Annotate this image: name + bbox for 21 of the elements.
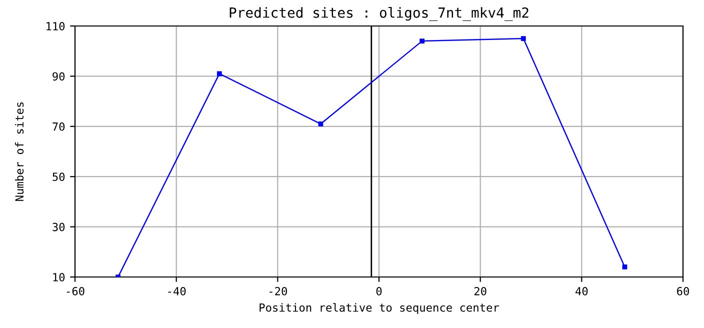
x-tick-label: -20 xyxy=(270,286,287,296)
point xyxy=(420,38,424,44)
x-axis-title: Position relative to sequence center xyxy=(260,303,499,314)
y-tick-label: 110 xyxy=(46,22,65,30)
x-tick-label: -60 xyxy=(66,286,84,296)
x-tick-label: 20 xyxy=(474,286,486,296)
x-tick-label: 0 xyxy=(376,286,382,296)
y-tick-label: 10 xyxy=(53,273,65,282)
y-tick-label: 50 xyxy=(52,172,65,182)
x-tick-label: 60 xyxy=(677,286,689,296)
point xyxy=(520,36,526,41)
x-tick-label: -40 xyxy=(168,286,186,296)
y-tick-label: 90 xyxy=(52,72,65,81)
y-tick-label: 30 xyxy=(52,222,65,232)
y-axis-title: Number of sites xyxy=(15,102,24,201)
x-tick-label: 40 xyxy=(576,286,588,296)
chart-title: Predicted sites : oligos_7nt_mkv4_m2 xyxy=(230,7,528,21)
y-tick-label: 70 xyxy=(52,122,65,131)
point xyxy=(318,121,324,126)
point xyxy=(216,71,222,76)
point xyxy=(622,264,628,270)
